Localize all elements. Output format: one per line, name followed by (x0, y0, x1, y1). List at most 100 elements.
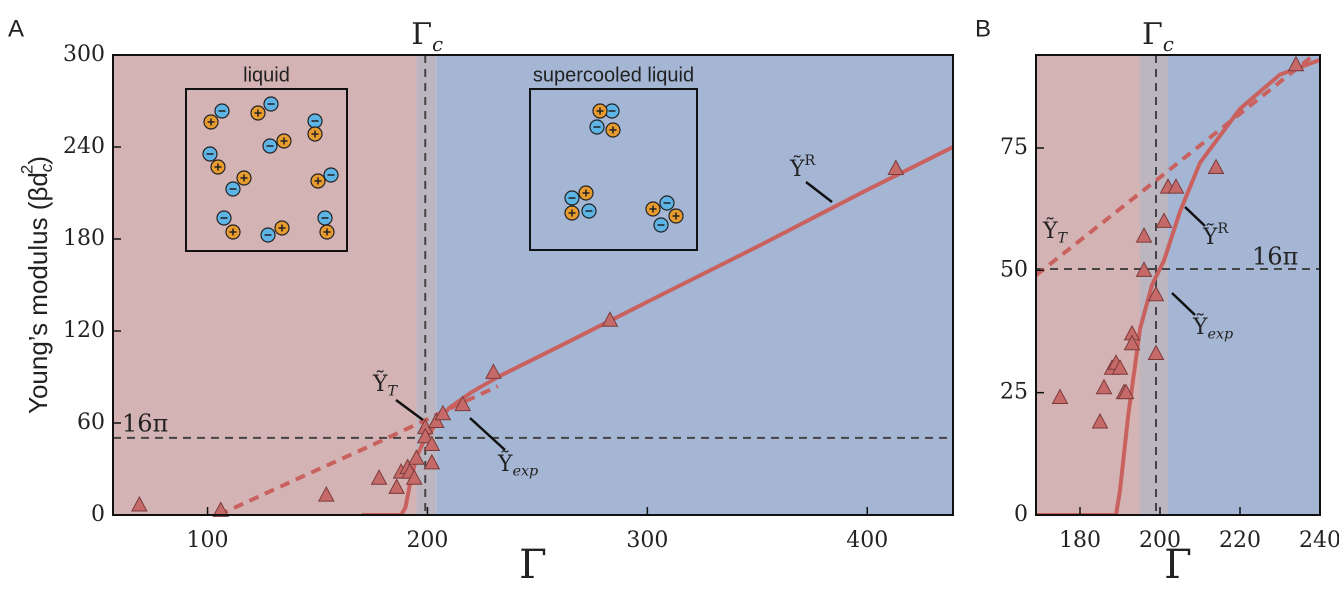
data-point (1287, 55, 1305, 72)
gamma-c-label-base: Γ (1142, 17, 1163, 52)
curve-label-sub: exp (1208, 327, 1234, 343)
y-axis-label: Young’s modulus (βdc2) (18, 156, 57, 414)
data-point (454, 395, 471, 412)
leader-line (395, 398, 424, 422)
inset-box (185, 88, 348, 252)
y-t-curve (217, 384, 499, 515)
y-axis-label-sup: 2 (18, 165, 37, 174)
y-tick-label: 0 (1014, 502, 1028, 527)
curve-label-sup: R (805, 153, 817, 169)
plot-area (113, 55, 953, 515)
phase-region (1036, 55, 1140, 515)
curve-label-base: Ỹ (1042, 216, 1058, 244)
y-axis-label-tail: ) (23, 156, 53, 165)
curve-label: ỸR (789, 153, 817, 182)
data-point (1167, 178, 1185, 194)
data-point (388, 478, 406, 494)
curve-label-sub: exp (513, 464, 539, 480)
x-tick-label: 180 (1059, 528, 1101, 553)
phase-region (416, 55, 437, 515)
plot-frame (112, 54, 954, 516)
data-point (485, 363, 502, 379)
curve-label: Ỹexp (497, 449, 538, 480)
x-axis-label: Γ (519, 542, 547, 588)
data-point (1051, 388, 1069, 405)
data-point (1155, 212, 1173, 228)
y-tick-label: 25 (1000, 380, 1028, 405)
curve-label: Ỹexp (1192, 312, 1233, 343)
x-tick-label: 220 (1219, 528, 1261, 553)
inset-title: supercooled liquid (533, 64, 694, 86)
data-point (1147, 285, 1165, 302)
phase-region (113, 55, 417, 515)
x-tick-label: 300 (626, 528, 668, 553)
data-point (1207, 158, 1225, 175)
inset-title: liquid (243, 64, 290, 86)
phase-region (1168, 55, 1320, 515)
data-point (601, 311, 619, 327)
phase-region (436, 55, 953, 515)
x-tick-label: 400 (846, 528, 888, 553)
y-tick-label: 300 (63, 42, 105, 67)
sixteen-pi-label: 16π (1252, 243, 1298, 271)
curve-label-base: Ỹ (1202, 222, 1218, 250)
y-tick-label: 240 (63, 134, 105, 159)
leader-line (1184, 206, 1206, 227)
leader-line (1171, 292, 1196, 316)
data-point (1117, 383, 1135, 400)
y-tick-label: 50 (1000, 257, 1028, 282)
panel-label: B (975, 15, 991, 42)
curve-label: ỸR (1202, 221, 1230, 250)
panel-label: A (8, 15, 24, 42)
data-point (1111, 359, 1129, 375)
x-axis-label: Γ (1164, 542, 1192, 588)
curve-label-base: Ỹ (497, 449, 513, 477)
gamma-c-label-sub: c (432, 33, 443, 56)
data-point (416, 427, 434, 444)
data-point (317, 486, 335, 502)
leader-line (805, 181, 833, 203)
y-tick-label: 120 (63, 318, 105, 343)
data-point (370, 469, 388, 485)
curve-label-sub: T (388, 384, 399, 400)
data-point (1095, 378, 1113, 395)
curve-label: ỸT (1042, 216, 1069, 247)
leader-line (469, 417, 506, 451)
data-point (405, 469, 423, 485)
y-tick-label: 75 (1000, 135, 1028, 160)
y-axis-label-sub: c (37, 163, 56, 172)
data-point (1123, 334, 1141, 351)
y-r-curve (1036, 58, 1320, 515)
y-tick-label: 60 (77, 410, 105, 435)
curve-label-sub: T (1058, 231, 1069, 247)
curve-label-base: Ỹ (372, 369, 388, 397)
data-point (423, 453, 441, 470)
data-point (408, 449, 425, 465)
x-tick-label: 200 (1139, 528, 1181, 553)
inset-box (529, 88, 698, 251)
gamma-c-label-sub: c (1163, 33, 1174, 56)
curve-label-base: Ỹ (1192, 312, 1208, 340)
curve-label-base: Ỹ (789, 154, 805, 182)
curve-label-sup: R (1218, 221, 1230, 237)
y-tick-label: 180 (63, 226, 105, 251)
plot-area (1036, 55, 1320, 515)
x-tick-label: 100 (187, 528, 229, 553)
gamma-c-label-base: Γ (411, 17, 432, 52)
y-tick-label: 0 (91, 502, 105, 527)
x-tick-label: 240 (1299, 528, 1339, 553)
gamma-c-label: Γc (1142, 17, 1174, 56)
data-point (434, 404, 452, 421)
data-point (1147, 344, 1165, 361)
plot-frame (1035, 54, 1321, 516)
sixteen-pi-label: 16π (122, 410, 168, 438)
data-point (887, 159, 905, 175)
x-tick-label: 200 (406, 528, 448, 553)
data-point (131, 495, 148, 512)
y-axis-label-base: Young’s modulus (βd (23, 172, 53, 414)
data-point (1135, 261, 1153, 277)
data-point (212, 501, 230, 517)
data-point (1091, 412, 1109, 429)
data-point (423, 435, 441, 451)
